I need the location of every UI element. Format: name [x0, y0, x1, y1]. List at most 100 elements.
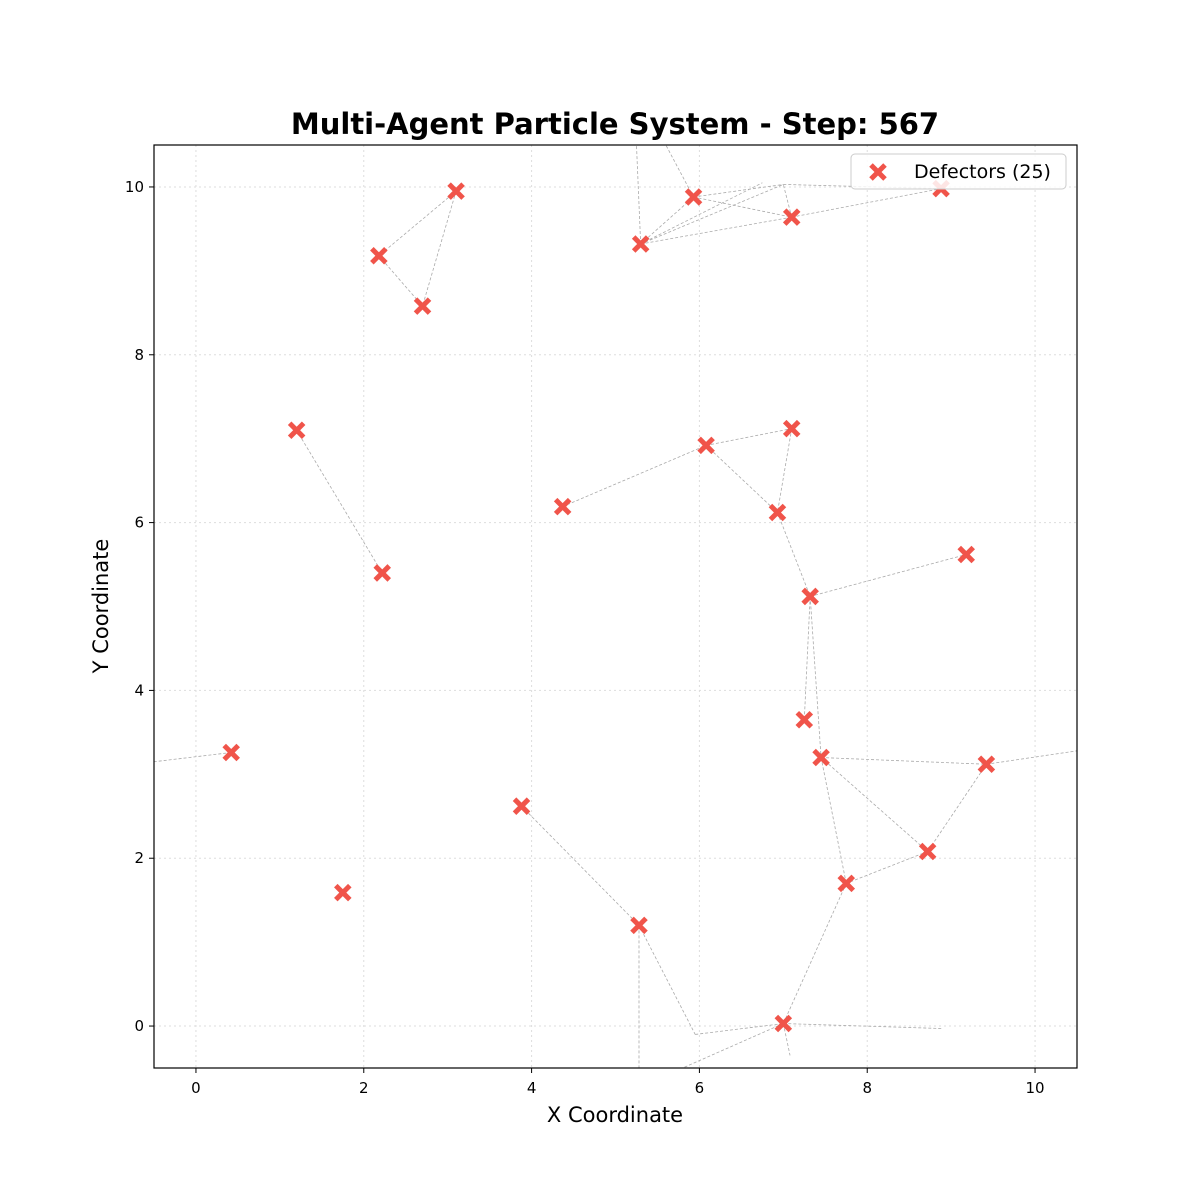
interaction-link	[153, 752, 232, 763]
defector-marker	[957, 545, 976, 564]
marker-stroke	[287, 421, 306, 440]
interaction-link	[986, 750, 1078, 765]
y-tick-label: 6	[134, 514, 144, 532]
defector-marker	[334, 883, 352, 902]
defector-marker	[795, 711, 814, 729]
x-tick-label: 8	[862, 1079, 872, 1097]
legend-label: Defectors (25)	[914, 161, 1051, 183]
marker-stroke	[782, 208, 801, 226]
y-tick-label: 0	[134, 1017, 144, 1035]
interaction-link	[638, 925, 696, 1035]
marker-stroke	[684, 188, 703, 206]
marker-stroke	[370, 246, 388, 265]
grid-layer	[154, 145, 1077, 1068]
interaction-link	[809, 596, 822, 758]
interaction-link	[682, 1023, 784, 1069]
marker-stroke	[413, 297, 432, 315]
defector-marker	[287, 421, 306, 440]
interaction-link	[820, 757, 928, 852]
marker-stroke	[977, 755, 996, 774]
interaction-link	[636, 144, 642, 245]
interaction-link	[705, 445, 778, 513]
interaction-link	[927, 764, 987, 852]
interaction-link	[777, 512, 811, 597]
defector-marker	[222, 743, 240, 762]
y-axis-label: Y Coordinate	[89, 539, 113, 675]
defector-marker	[370, 246, 388, 265]
marker-stroke	[630, 916, 648, 935]
x-tick-label: 10	[1025, 1079, 1044, 1097]
interaction-link	[640, 184, 784, 245]
plot-frame	[153, 144, 1078, 1069]
interaction-link	[782, 883, 847, 1024]
marker-stroke	[812, 748, 830, 767]
interaction-link	[782, 1023, 791, 1056]
chart-title: Multi-Agent Particle System - Step: 567	[291, 107, 939, 141]
defector-marker	[697, 436, 715, 455]
marker-stroke	[768, 503, 787, 522]
marker-stroke	[795, 711, 814, 729]
defector-marker	[512, 797, 531, 815]
interaction-link	[640, 196, 694, 245]
marker-stroke	[631, 235, 650, 253]
interaction-link	[693, 196, 792, 218]
marker-stroke	[512, 797, 531, 815]
marker-stroke	[447, 182, 465, 200]
defector-marker	[630, 916, 648, 935]
interaction-link	[803, 596, 811, 720]
defector-marker	[812, 748, 830, 767]
legend-marker	[869, 163, 887, 181]
link-layer	[153, 144, 1078, 1069]
defector-marker	[782, 419, 801, 438]
x-tick-label: 6	[695, 1079, 705, 1097]
marker-stroke	[837, 874, 856, 893]
marker-stroke	[373, 564, 392, 582]
x-tick-label: 0	[191, 1079, 201, 1097]
interaction-link	[562, 445, 707, 508]
y-tick-label: 10	[125, 178, 144, 196]
x-tick-label: 4	[527, 1079, 537, 1097]
defector-marker	[782, 208, 801, 226]
interaction-link	[521, 805, 640, 926]
x-tick-label: 2	[359, 1079, 369, 1097]
marker-stroke	[957, 545, 976, 564]
defector-marker	[768, 503, 787, 522]
y-tick-label: 2	[134, 849, 144, 867]
marker-stroke	[869, 163, 887, 181]
marker-stroke	[553, 497, 572, 516]
interaction-link	[378, 190, 457, 257]
interaction-link	[640, 182, 763, 245]
interaction-link	[693, 184, 784, 198]
marker-stroke	[918, 842, 937, 861]
marker-stroke	[782, 419, 801, 438]
defector-marker	[447, 182, 465, 200]
y-tick-label: 8	[134, 346, 144, 364]
y-tick-label: 4	[134, 681, 144, 699]
defector-marker	[837, 874, 856, 893]
defector-marker	[413, 297, 432, 315]
defector-marker	[774, 1014, 793, 1033]
interaction-link	[791, 188, 942, 218]
marker-stroke	[801, 587, 819, 606]
defector-marker	[373, 564, 392, 582]
marker-stroke	[222, 743, 240, 762]
interaction-link	[378, 255, 423, 307]
interaction-link	[783, 1023, 943, 1029]
interaction-link	[706, 428, 792, 446]
interaction-link	[820, 757, 847, 884]
interaction-link	[810, 554, 967, 597]
interaction-link	[296, 430, 383, 574]
legend-box	[850, 153, 1067, 190]
interaction-link	[640, 216, 792, 245]
interaction-link	[846, 851, 928, 884]
defector-marker	[684, 188, 703, 206]
plot-area	[153, 144, 1078, 1069]
defector-marker	[918, 842, 937, 861]
tick-layer: 0 2 4 6 8 10 0 2 4 6 8 10	[125, 178, 1045, 1097]
interaction-link	[777, 428, 793, 513]
interaction-link	[782, 184, 793, 218]
defector-marker	[553, 497, 572, 516]
marker-stroke	[774, 1014, 793, 1033]
